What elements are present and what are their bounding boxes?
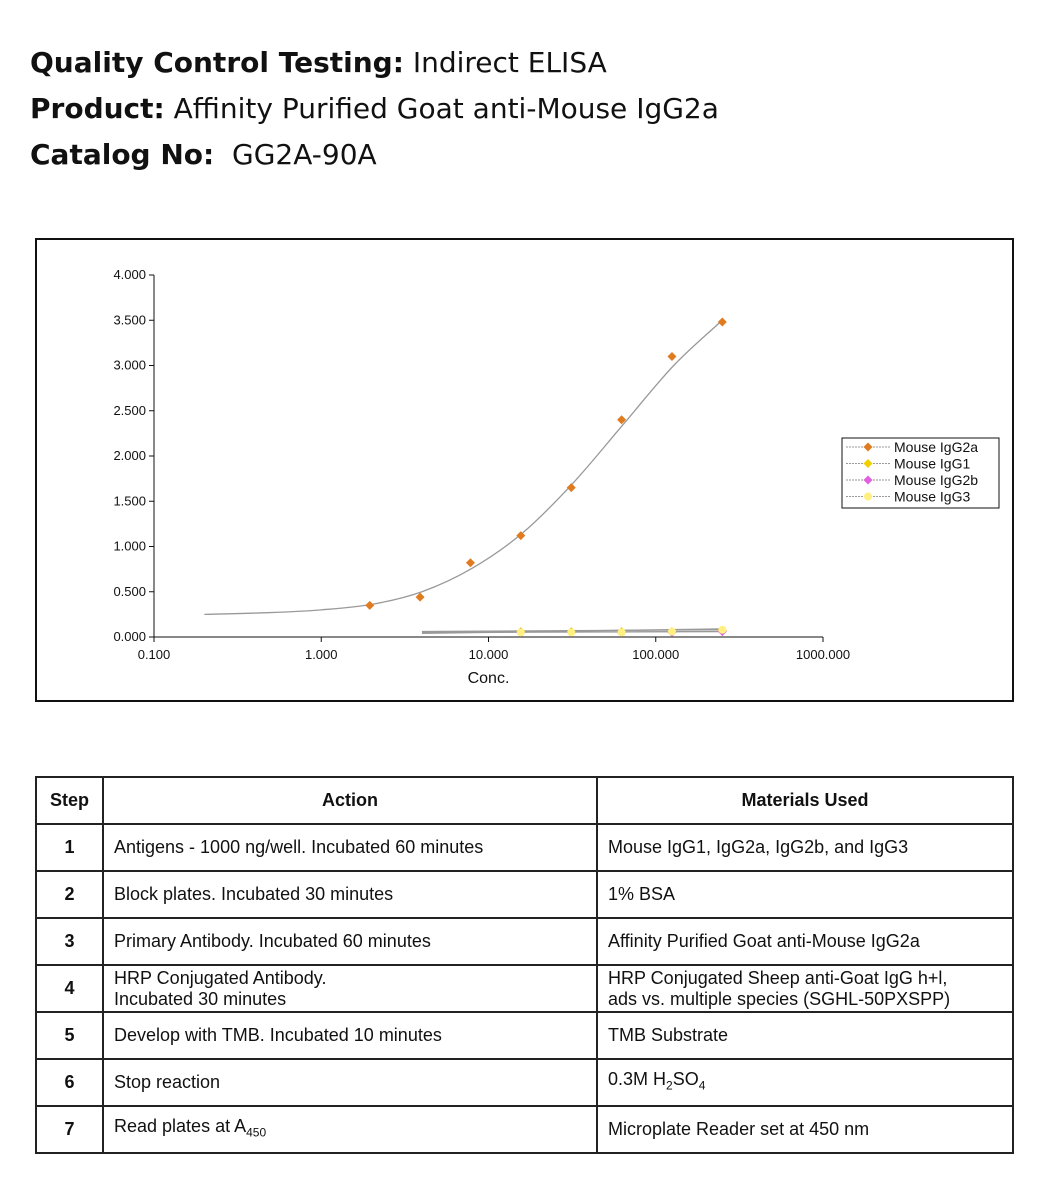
catalog-value: GG2A-90A xyxy=(232,138,377,171)
step-cell: 3 xyxy=(35,917,104,966)
data-point-mouse-igg3 xyxy=(617,628,626,637)
y-tick-label: 2.500 xyxy=(113,403,146,418)
materials-cell: HRP Conjugated Sheep anti-Goat IgG h+l, … xyxy=(596,964,1014,1013)
table-row: 5 Develop with TMB. Incubated 10 minutes… xyxy=(35,1011,1014,1060)
action-cell: Primary Antibody. Incubated 60 minutes xyxy=(102,917,598,966)
subscript: 2 xyxy=(666,1078,673,1093)
action-cell: HRP Conjugated Antibody. Incubated 30 mi… xyxy=(102,964,598,1013)
header: Quality Control Testing: Indirect ELISA … xyxy=(30,40,719,178)
data-point-mouse-igg3 xyxy=(567,628,576,637)
elisa-chart: 0.000 0.500 1.000 1.500 2.000 2.500 3.000 3.500… xyxy=(35,238,1014,702)
table-row: 4 HRP Conjugated Antibody. Incubated 30 … xyxy=(35,964,1014,1013)
product-value: Affinity Purified Goat anti-Mouse IgG2a xyxy=(173,92,719,125)
y-tick-label: 1.500 xyxy=(113,493,146,508)
table-header-row: Step Action Materials Used xyxy=(35,776,1014,825)
materials-text: 0.3M H xyxy=(608,1068,667,1089)
materials-cell: Mouse IgG1, IgG2a, IgG2b, and IgG3 xyxy=(596,823,1014,872)
legend-label: Mouse IgG1 xyxy=(894,456,970,472)
x-tick-label: 100.000 xyxy=(632,647,679,662)
product-label: Product: xyxy=(30,92,165,125)
data-point-mouse-igg3 xyxy=(516,628,525,637)
table-row: 1 Antigens - 1000 ng/well. Incubated 60 … xyxy=(35,823,1014,872)
step-cell: 1 xyxy=(35,823,104,872)
x-tick-label: 10.000 xyxy=(469,647,509,662)
data-point-mouse-igg2a xyxy=(365,600,375,610)
materials-text: SO xyxy=(672,1068,699,1089)
data-point-mouse-igg2a xyxy=(415,592,425,602)
data-point-mouse-igg2a xyxy=(465,558,475,568)
y-tick-label: 1.000 xyxy=(113,539,146,554)
table-row: 6 Stop reaction 0.3M H2SO4 xyxy=(35,1058,1014,1107)
action-cell: Read plates at A450 xyxy=(102,1105,598,1154)
catalog-label: Catalog No: xyxy=(30,138,215,171)
action-text: HRP Conjugated Antibody. Incubated 30 mi… xyxy=(114,967,327,1009)
y-tick-label: 4.000 xyxy=(113,267,146,282)
y-tick-label: 3.000 xyxy=(113,358,146,373)
step-cell: 7 xyxy=(35,1105,104,1154)
protocol-table: Step Action Materials Used 1 Antigens - … xyxy=(35,776,1014,1154)
step-cell: 6 xyxy=(35,1058,104,1107)
data-point-mouse-igg2a xyxy=(667,351,677,361)
data-point-mouse-igg2a xyxy=(717,317,727,327)
data-point-mouse-igg2a xyxy=(617,415,627,425)
qc-testing-label: Quality Control Testing: xyxy=(30,46,404,79)
materials-cell: 0.3M H2SO4 xyxy=(596,1058,1014,1107)
step-cell: 4 xyxy=(35,964,104,1013)
x-tick-label: 1000.000 xyxy=(796,647,850,662)
subscript: 4 xyxy=(698,1078,706,1093)
legend-marker xyxy=(864,492,872,501)
data-point-mouse-igg2a xyxy=(566,483,576,493)
materials-cell: Microplate Reader set at 450 nm xyxy=(596,1105,1014,1154)
legend-marker xyxy=(863,475,873,485)
table-row: 2 Block plates. Incubated 30 minutes 1% … xyxy=(35,870,1014,919)
data-point-mouse-igg3 xyxy=(667,627,676,636)
action-cell: Antigens - 1000 ng/well. Incubated 60 mi… xyxy=(102,823,598,872)
step-cell: 5 xyxy=(35,1011,104,1060)
legend-label: Mouse IgG2b xyxy=(894,472,978,488)
header-action: Action xyxy=(102,776,598,825)
legend-label: Mouse IgG2a xyxy=(894,439,978,455)
catalog-line: Catalog No: GG2A-90A xyxy=(30,132,719,178)
table-row: 3 Primary Antibody. Incubated 60 minutes… xyxy=(35,917,1014,966)
step-cell: 2 xyxy=(35,870,104,919)
materials-cell: Affinity Purified Goat anti-Mouse IgG2a xyxy=(596,917,1014,966)
action-cell: Block plates. Incubated 30 minutes xyxy=(102,870,598,919)
data-point-mouse-igg2a xyxy=(516,531,526,541)
action-cell: Develop with TMB. Incubated 10 minutes xyxy=(102,1011,598,1060)
subscript: 450 xyxy=(246,1125,267,1140)
y-tick-label: 3.500 xyxy=(113,312,146,327)
table-row: 7 Read plates at A450 Microplate Reader … xyxy=(35,1105,1014,1154)
x-axis-title: Conc. xyxy=(468,670,510,687)
fit-curve-mouse-igg2a xyxy=(204,319,723,616)
y-tick-label: 0.500 xyxy=(113,584,146,599)
legend-label: Mouse IgG3 xyxy=(894,489,970,505)
product-line: Product: Affinity Purified Goat anti-Mou… xyxy=(30,86,719,132)
elisa-chart-svg: 0.000 0.500 1.000 1.500 2.000 2.500 3.000 3.500… xyxy=(113,267,1000,687)
x-tick-label: 1.000 xyxy=(305,647,338,662)
qc-testing-line: Quality Control Testing: Indirect ELISA xyxy=(30,40,719,86)
y-tick-label: 0.000 xyxy=(113,629,146,644)
materials-text: HRP Conjugated Sheep anti-Goat IgG h+l, … xyxy=(608,967,951,1009)
action-text: Read plates at A xyxy=(114,1115,247,1136)
materials-cell: TMB Substrate xyxy=(596,1011,1014,1060)
header-materials: Materials Used xyxy=(596,776,1014,825)
materials-cell: 1% BSA xyxy=(596,870,1014,919)
legend-marker xyxy=(863,459,873,468)
data-point-mouse-igg3 xyxy=(718,625,727,634)
x-tick-label: 0.100 xyxy=(138,647,171,662)
action-cell: Stop reaction xyxy=(102,1058,598,1107)
y-tick-label: 2.000 xyxy=(113,448,146,463)
header-step: Step xyxy=(35,776,104,825)
legend-marker xyxy=(863,442,873,452)
qc-testing-value: Indirect ELISA xyxy=(412,46,607,79)
